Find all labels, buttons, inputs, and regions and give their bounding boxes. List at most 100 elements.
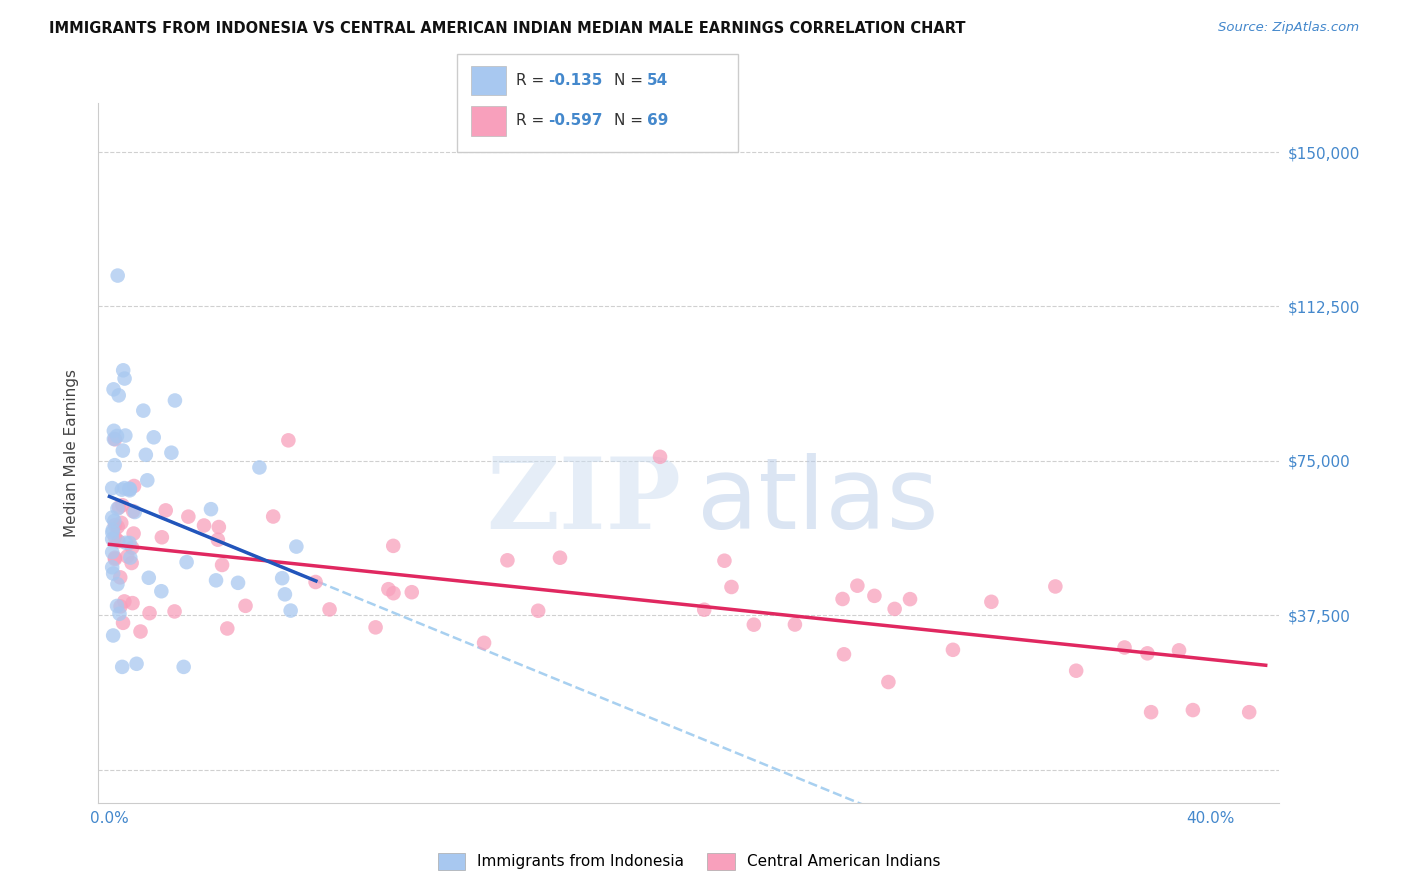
Point	[150, 584, 173, 599]
Legend: Immigrants from Indonesia, Central American Indians: Immigrants from Indonesia, Central Ameri…	[432, 847, 946, 876]
Point	[114, 428, 136, 442]
Point	[108, 500, 131, 515]
Point	[382, 586, 405, 600]
Point	[103, 514, 125, 528]
Point	[1140, 705, 1163, 719]
Point	[105, 429, 128, 443]
Point	[318, 602, 340, 616]
Point	[211, 558, 233, 572]
Point	[108, 607, 131, 621]
Point	[235, 599, 257, 613]
Point	[125, 657, 148, 671]
Point	[104, 458, 127, 473]
Point	[200, 502, 222, 516]
Point	[1136, 646, 1159, 660]
Point	[101, 523, 124, 537]
Point	[107, 534, 129, 549]
Point	[104, 518, 127, 533]
Point	[101, 560, 124, 574]
Point	[783, 617, 806, 632]
Text: R =: R =	[516, 73, 550, 87]
Point	[110, 516, 132, 530]
Text: R =: R =	[516, 113, 550, 128]
Point	[863, 589, 886, 603]
Point	[111, 483, 134, 497]
Point	[527, 604, 550, 618]
Point	[548, 550, 571, 565]
Point	[107, 388, 129, 402]
Point	[114, 371, 136, 385]
Point	[364, 620, 387, 634]
Point	[101, 481, 124, 495]
Text: N =: N =	[614, 73, 648, 87]
Point	[118, 536, 141, 550]
Point	[304, 574, 326, 589]
Point	[101, 525, 124, 540]
Point	[120, 550, 142, 565]
Point	[135, 448, 157, 462]
Point	[720, 580, 742, 594]
Point	[121, 541, 143, 555]
Point	[112, 615, 135, 630]
Point	[831, 592, 853, 607]
Point	[129, 624, 152, 639]
Point	[122, 504, 145, 518]
Point	[713, 554, 735, 568]
Point	[107, 520, 129, 534]
Point	[103, 432, 125, 446]
Point	[472, 636, 495, 650]
Point	[122, 526, 145, 541]
Point	[155, 503, 177, 517]
Point	[114, 481, 136, 495]
Point	[693, 603, 716, 617]
Point	[107, 577, 129, 591]
Point	[742, 617, 765, 632]
Point	[121, 556, 143, 570]
Point	[832, 648, 855, 662]
Point	[1237, 705, 1260, 719]
Point	[112, 363, 135, 377]
Point	[104, 530, 127, 544]
Point	[1181, 703, 1204, 717]
Point	[898, 592, 921, 607]
Point	[163, 604, 186, 618]
Point	[877, 675, 900, 690]
Point	[207, 533, 229, 547]
Point	[122, 479, 145, 493]
Point	[226, 575, 249, 590]
Point	[277, 434, 299, 448]
Point	[111, 443, 134, 458]
Point	[111, 498, 134, 512]
Point	[107, 501, 129, 516]
Point	[173, 660, 195, 674]
Point	[107, 268, 129, 283]
Point	[101, 532, 124, 546]
Point	[112, 594, 135, 608]
Point	[382, 539, 405, 553]
Point	[150, 530, 173, 544]
Point	[136, 473, 159, 487]
Point	[176, 555, 198, 569]
Point	[101, 545, 124, 559]
Point	[104, 552, 127, 566]
Point	[177, 509, 200, 524]
Point	[121, 596, 143, 610]
Point	[104, 550, 127, 565]
Text: IMMIGRANTS FROM INDONESIA VS CENTRAL AMERICAN INDIAN MEDIAN MALE EARNINGS CORREL: IMMIGRANTS FROM INDONESIA VS CENTRAL AME…	[49, 21, 966, 37]
Point	[103, 382, 125, 396]
Point	[118, 483, 141, 498]
Point	[1064, 664, 1087, 678]
Point	[271, 571, 294, 585]
Point	[1114, 640, 1136, 655]
Point	[249, 460, 271, 475]
Point	[280, 604, 302, 618]
Point	[105, 599, 128, 613]
Point	[138, 571, 160, 585]
Point	[377, 582, 399, 597]
Point	[110, 570, 132, 584]
Text: -0.597: -0.597	[548, 113, 603, 128]
Point	[111, 660, 134, 674]
Point	[980, 595, 1002, 609]
Point	[101, 510, 124, 524]
Point	[138, 606, 160, 620]
